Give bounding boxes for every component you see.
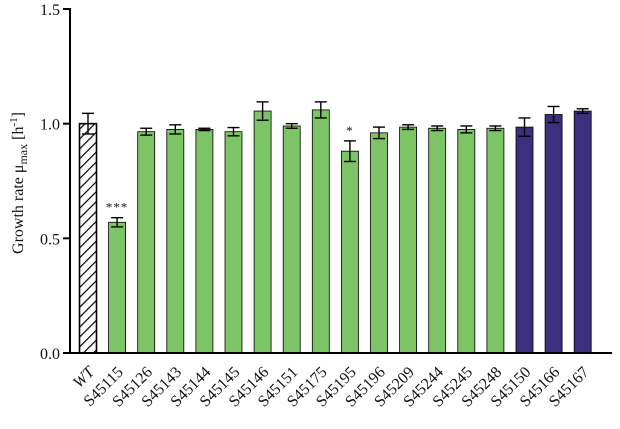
y-axis-label-unit: [h <box>10 127 27 140</box>
y-tick-label: 0.5 <box>40 231 60 248</box>
y-axis-label-unit-close: ] <box>10 112 27 117</box>
error-bars-group <box>82 101 589 228</box>
bar-S45195 <box>340 150 359 354</box>
significance-label: *** <box>106 200 129 215</box>
bar-S45248 <box>486 127 505 354</box>
bar-S45166 <box>544 114 563 354</box>
bar-S45175 <box>311 109 330 354</box>
bar-S45245 <box>457 128 476 354</box>
y-tick-label: 0.0 <box>40 346 60 363</box>
bar-S45244 <box>428 127 447 354</box>
significance-label: * <box>346 123 354 138</box>
bar-S45196 <box>370 132 388 354</box>
y-tick-label: 1.5 <box>40 2 60 19</box>
y-tick-label: 1.0 <box>40 117 60 134</box>
y-axis-label: Growth rate μmax [h-1] <box>8 112 30 254</box>
bar-S45150 <box>515 126 534 354</box>
bars-group <box>78 109 592 354</box>
bar-S45167 <box>573 110 592 354</box>
y-axis: 0.0 0.5 1.0 1.5 <box>40 2 70 363</box>
bar-S45144 <box>195 128 214 354</box>
bar-S45145 <box>224 131 243 354</box>
bar-S45115 <box>108 221 126 354</box>
bar-S45146 <box>253 110 272 354</box>
y-axis-label-sub: max <box>16 144 30 165</box>
significance-group: **** <box>106 123 354 215</box>
y-axis-label-main: Growth rate μ <box>10 165 27 254</box>
y-axis-label-unit-sup: -1 <box>8 117 20 126</box>
bar-S45143 <box>166 128 185 354</box>
bar-S45151 <box>282 125 301 354</box>
x-tick-labels: WTS45115S45126S45143S45144S45145S45146S4… <box>70 363 592 410</box>
bar-S45209 <box>399 126 418 354</box>
bar-S45126 <box>137 131 156 354</box>
bar-WT <box>78 122 98 354</box>
